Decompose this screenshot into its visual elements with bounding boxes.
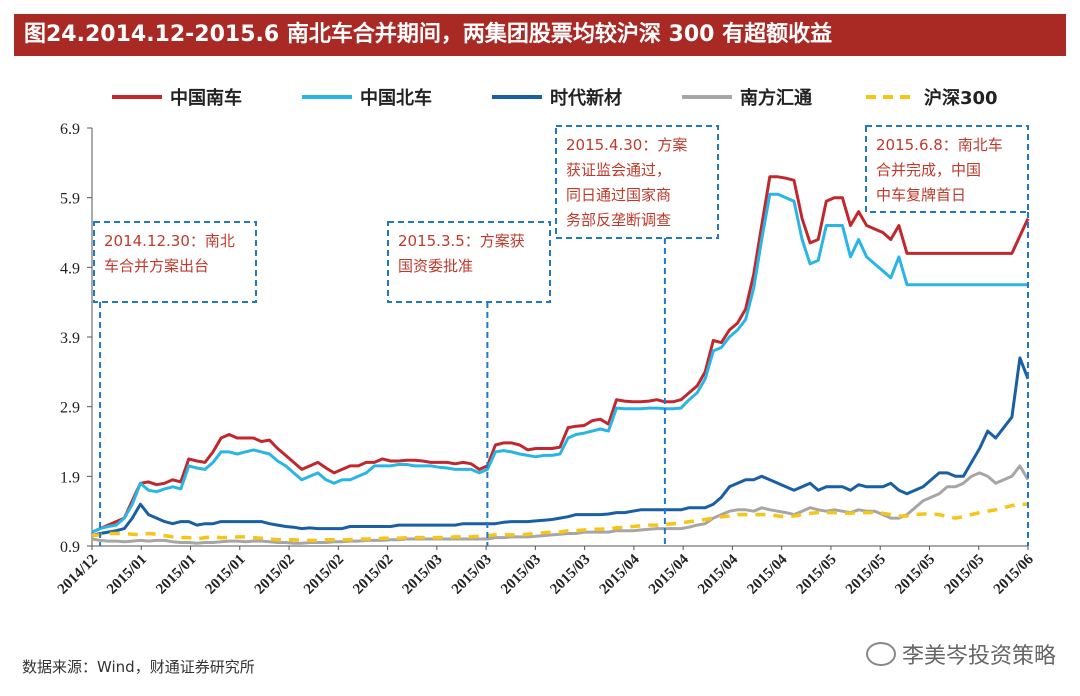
- x-tick-label: 2015/05: [892, 552, 938, 598]
- series-line-0: [91, 175, 1030, 534]
- x-tick-label: 2015/05: [941, 552, 987, 598]
- y-tick-label: 3.9: [60, 330, 80, 347]
- x-tick-label: 2015/04: [744, 551, 790, 597]
- annotation-box-3: [865, 125, 1029, 213]
- y-tick-label: 1.9: [60, 469, 80, 486]
- x-tick-label: 2015/02: [350, 552, 396, 598]
- annotation-text-1: 2015.3.5：方案获: [398, 232, 525, 250]
- legend-label-4: 沪深300: [924, 87, 998, 109]
- y-tick-label: 5.9: [60, 191, 80, 208]
- annotation-text-2: 2015.4.30：方案: [566, 136, 687, 154]
- annotation-box-1: [387, 221, 551, 303]
- x-tick-label: 2015/01: [104, 552, 150, 598]
- x-tick-label: 2015/05: [843, 552, 889, 598]
- annotation-text-2: 获证监会通过，: [566, 161, 671, 179]
- x-tick-label: 2015/01: [153, 552, 199, 598]
- legend-label-0: 中国南车: [170, 87, 242, 109]
- wechat-icon: [865, 642, 896, 666]
- watermark: 李美岑投资策略: [865, 638, 1056, 670]
- x-tick-label: 2015/03: [547, 552, 593, 598]
- source-note: 数据来源：Wind，财通证券研究所: [22, 658, 255, 676]
- figure-title: 图24.2014.12-2015.6 南北车合并期间，两集团股票均较沪深 300…: [14, 14, 1066, 56]
- series-line-1: [91, 192, 1028, 534]
- watermark-text: 李美岑投资策略: [901, 644, 1056, 669]
- x-tick-label: 2015/03: [449, 552, 495, 598]
- x-tick-label: 2015/04: [646, 551, 692, 597]
- y-tick-label: 2.9: [60, 400, 80, 417]
- x-tick-label: 2014/12: [55, 552, 101, 598]
- annotation-text-2: 务部反垄断调查: [566, 211, 671, 229]
- x-tick-label: 2015/06: [991, 551, 1037, 597]
- annotation-text-1: 国资委批准: [398, 257, 473, 275]
- y-tick-label: 0.9: [60, 539, 80, 556]
- annotation-text-0: 车合并方案出台: [104, 257, 209, 275]
- annotation-text-2: 同日通过国家商: [566, 186, 671, 204]
- legend-label-1: 中国北车: [360, 87, 432, 109]
- line-chart: 中国南车 中国北车 时代新材 南方汇通 沪深300 0.9 1.9 2.9 3.9 4.9 5.9…: [55, 87, 1037, 598]
- x-tick-label: 2015/02: [252, 552, 298, 598]
- y-tick-label: 6.9: [60, 121, 80, 138]
- legend-label-2: 时代新材: [550, 87, 622, 109]
- x-tick-label: 2015/03: [498, 552, 544, 598]
- annotation-text-0: 2014.12.30：南北: [104, 232, 235, 250]
- x-tick-label: 2015/02: [301, 552, 347, 598]
- x-tick-label: 2015/01: [203, 552, 249, 598]
- annotation-box-2: [555, 125, 719, 239]
- annotation-text-3: 合并完成，中国: [876, 161, 981, 179]
- series-line-4: [91, 502, 1028, 543]
- x-tick-label: 2015/04: [597, 551, 643, 597]
- annotation-box-0: [93, 221, 257, 303]
- series-layer: [91, 175, 1030, 545]
- annotation-text-3: 中车复牌首日: [876, 186, 966, 204]
- series-line-2: [91, 356, 1030, 538]
- x-tick-label: 2015/05: [794, 552, 840, 598]
- legend-label-3: 南方汇通: [740, 87, 812, 109]
- x-tick-label: 2015/03: [400, 552, 446, 598]
- legend: 中国南车 中国北车 时代新材 南方汇通 沪深300: [112, 87, 998, 109]
- annotation-text-3: 2015.6.8：南北车: [876, 136, 1003, 154]
- x-tick-label: 2015/04: [695, 551, 741, 597]
- y-tick-label: 4.9: [60, 260, 80, 277]
